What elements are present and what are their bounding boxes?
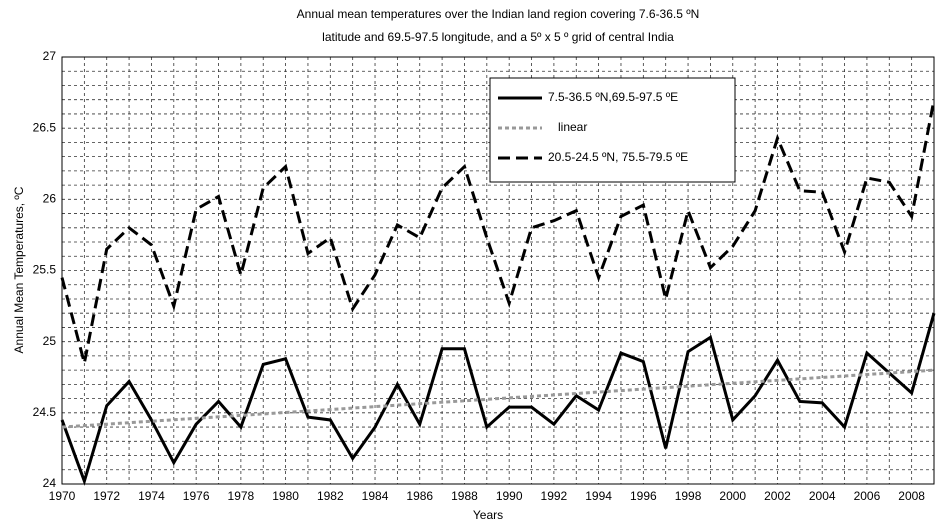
line-series	[61, 368, 935, 429]
x-tick-label: 1980	[272, 489, 299, 503]
y-tick-label: 25	[43, 334, 57, 348]
x-tick-label: 1998	[675, 489, 702, 503]
x-tick-label: 1984	[362, 489, 389, 503]
plot-frame	[61, 56, 935, 485]
x-tick-label: 1970	[49, 489, 76, 503]
y-tick-label: 24	[43, 476, 57, 490]
x-tick-label: 2002	[764, 489, 791, 503]
x-tick-label: 2004	[809, 489, 836, 503]
x-tick-label: 1992	[541, 489, 568, 503]
x-tick-label: 2006	[854, 489, 881, 503]
x-tick-label: 1994	[585, 489, 612, 503]
y-tick-label: 26	[43, 192, 57, 206]
x-tick-label: 2008	[898, 489, 925, 503]
x-tick-label: 1996	[630, 489, 657, 503]
legend-box	[489, 77, 736, 183]
legend-label: 20.5-24.5 ºN, 75.5-79.5 ºE	[548, 150, 688, 164]
y-tick-label: 24.5	[33, 405, 57, 419]
x-tick-label: 1976	[183, 489, 210, 503]
x-axis-label: Years	[473, 508, 503, 522]
y-axis-label: Annual Mean Temperatures, ºC	[12, 186, 26, 353]
x-tick-label: 1988	[451, 489, 478, 503]
line-series	[60, 99, 936, 364]
chart-title: latitude and 69.5-97.5 longitude, and a …	[322, 30, 674, 44]
x-tick-label: 1990	[496, 489, 523, 503]
x-tick-label: 1974	[138, 489, 165, 503]
legend-label: 7.5-36.5 ºN,69.5-97.5 ºE	[548, 90, 678, 104]
x-tick-label: 2000	[719, 489, 746, 503]
y-tick-label: 26.5	[33, 120, 57, 134]
y-tick-label: 27	[43, 49, 57, 63]
x-tick-label: 1972	[93, 489, 120, 503]
legend-label: linear	[558, 120, 587, 134]
chart-title: Annual mean temperatures over the Indian…	[297, 7, 700, 21]
x-tick-label: 1986	[406, 489, 433, 503]
y-tick-label: 25.5	[33, 263, 57, 277]
x-tick-label: 1978	[228, 489, 255, 503]
x-tick-label: 1982	[317, 489, 344, 503]
